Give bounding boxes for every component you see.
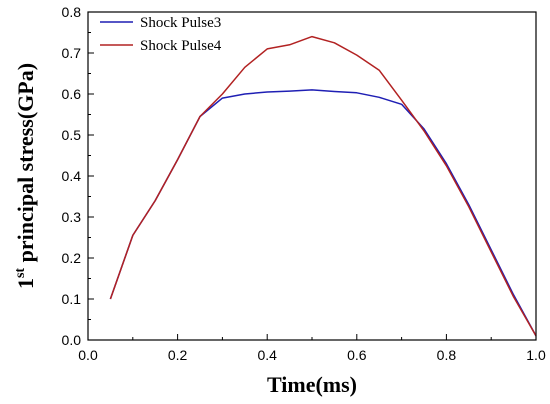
legend: Shock Pulse3 Shock Pulse4 [100,15,222,54]
x-axis-title: Time(ms) [267,372,357,397]
y-tick-label: 0.6 [62,86,82,102]
y-axis-title-prefix: 1 [13,278,38,289]
y-tick-label: 0.3 [62,209,82,225]
x-tick-label: 0.6 [347,347,367,363]
y-tick-label: 0.8 [62,4,82,20]
y-tick-label: 0.0 [62,332,82,348]
series-line-pulse4 [109,35,537,337]
x-tick-label: 0.8 [437,347,457,363]
plot-area [87,11,537,341]
y-tick-label: 0.1 [62,291,82,307]
legend-label-pulse3: Shock Pulse3 [140,15,221,31]
plot-frame [87,11,537,341]
y-axis-title-rest: principal stress(GPa) [13,63,38,268]
x-tick-label: 1.0 [526,347,546,363]
y-tick-label: 0.4 [62,168,82,184]
y-axis-title-superscript: st [13,268,28,278]
y-tick-label: 0.5 [62,127,82,143]
y-tick-label: 0.2 [62,250,82,266]
series-layer [109,35,537,337]
x-tick-label: 0.0 [78,347,98,363]
x-tick-label: 0.2 [168,347,188,363]
x-tick-label: 0.4 [257,347,277,363]
legend-label-pulse4: Shock Pulse4 [140,38,222,54]
y-axis-title: 1st principal stress(GPa) [13,63,38,289]
y-tick-label: 0.7 [62,45,82,61]
ticks-layer: 0.0 0.2 0.4 0.6 0.8 1.0 0.0 0.1 0.2 0.3 0.4 0.5 0.6 0… [62,4,546,363]
